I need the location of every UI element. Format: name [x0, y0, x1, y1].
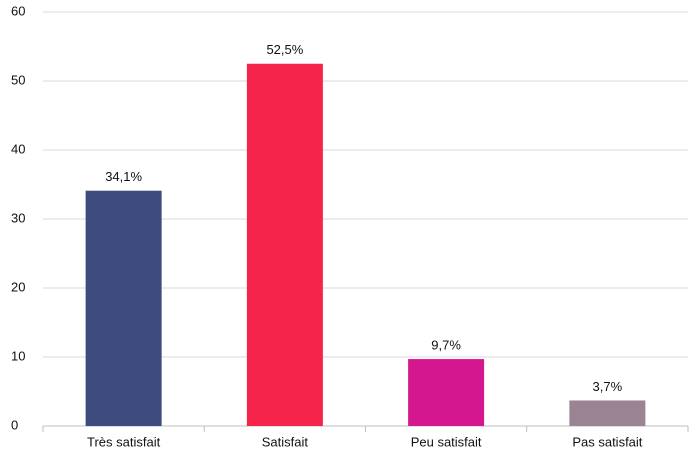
x-tick-label: Très satisfait: [87, 434, 161, 449]
bar: [246, 63, 323, 426]
value-label: 34,1%: [105, 169, 142, 184]
y-tick-label: 60: [11, 3, 25, 18]
value-label: 52,5%: [266, 42, 303, 57]
x-tick-label: Peu satisfait: [411, 434, 482, 449]
y-tick-label: 0: [11, 417, 18, 432]
y-tick-label: 20: [11, 279, 25, 294]
y-tick-label: 10: [11, 348, 25, 363]
y-tick-label: 50: [11, 72, 25, 87]
value-label: 3,7%: [593, 379, 623, 394]
y-tick-label: 30: [11, 210, 25, 225]
bar: [569, 400, 646, 426]
y-tick-label: 40: [11, 141, 25, 156]
bar: [408, 359, 485, 426]
x-tick-label: Pas satisfait: [572, 434, 642, 449]
bar: [85, 190, 162, 426]
value-label: 9,7%: [431, 338, 461, 353]
x-tick-label: Satisfait: [262, 434, 309, 449]
